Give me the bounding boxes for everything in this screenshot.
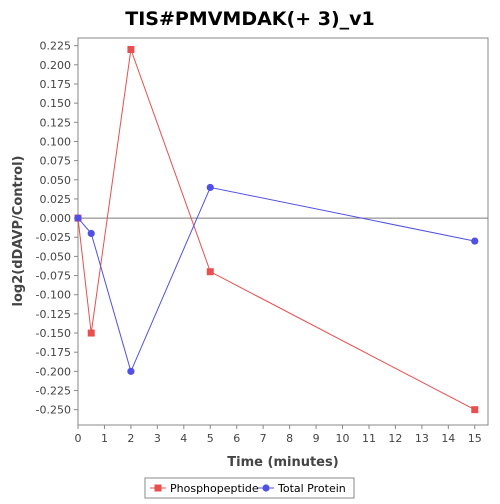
x-axis-ticks: 0 1 2 3 4 5 6 7 8 9 10 11 12 13 14 15: [75, 425, 482, 445]
x-tick-label: 4: [180, 432, 187, 445]
y-tick-label: 0.200: [40, 59, 72, 72]
x-tick-label: 13: [415, 432, 429, 445]
y-tick-label: -0.200: [36, 365, 71, 378]
y-tick-label: 0.175: [40, 78, 72, 91]
legend-label-phosphopeptide: Phosphopeptide: [170, 482, 259, 495]
legend: Phosphopeptide Total Protein: [144, 477, 355, 499]
y-axis-label: log2(dDAVP/Control): [11, 156, 26, 307]
y-tick-label: 0.125: [40, 116, 72, 129]
data-point-phosphopeptide: [206, 268, 214, 276]
x-tick-label: 7: [260, 432, 267, 445]
legend-box: [144, 477, 355, 499]
data-point-total-protein: [471, 237, 479, 245]
x-tick-label: 5: [207, 432, 214, 445]
y-tick-label: -0.125: [36, 308, 71, 321]
x-tick-label: 3: [154, 432, 161, 445]
y-axis-ticks: 0.225 0.200 0.175 0.150 0.125 0.100 0.075 0.050…: [36, 40, 78, 417]
y-tick-label: -0.100: [36, 289, 71, 302]
data-point-phosphopeptide: [87, 329, 95, 337]
y-tick-label: -0.025: [36, 231, 71, 244]
x-tick-label: 1: [101, 432, 108, 445]
y-tick-label: -0.250: [36, 404, 71, 417]
x-tick-label: 2: [127, 432, 134, 445]
legend-label-total-protein: Total Protein: [277, 482, 346, 495]
x-tick-label: 9: [313, 432, 320, 445]
x-tick-label: 11: [362, 432, 376, 445]
data-point-phosphopeptide: [471, 406, 479, 414]
x-tick-label: 6: [233, 432, 240, 445]
y-tick-label: 0.100: [40, 135, 72, 148]
x-axis-label: Time (minutes): [227, 455, 338, 470]
y-tick-label: 0.000: [40, 212, 72, 225]
y-tick-label: 0.225: [40, 40, 72, 53]
x-tick-label: 14: [441, 432, 455, 445]
y-tick-label: 0.025: [40, 193, 72, 206]
y-tick-label: 0.050: [40, 174, 72, 187]
y-tick-label: -0.075: [36, 270, 71, 283]
plot-area: [77, 37, 489, 426]
x-tick-label: 0: [75, 432, 82, 445]
x-tick-label: 15: [468, 432, 482, 445]
data-point-total-protein: [206, 183, 214, 192]
y-tick-label: -0.050: [36, 250, 71, 263]
data-point-total-protein: [127, 367, 135, 375]
data-point-phosphopeptide: [127, 45, 135, 53]
y-tick-label: 0.075: [40, 155, 72, 168]
data-point-total-protein: [87, 229, 95, 238]
y-tick-label: 0.150: [40, 97, 72, 110]
legend-marker-phosphopeptide: [154, 484, 162, 492]
x-tick-label: 8: [286, 432, 293, 445]
data-point-total-protein: [74, 214, 82, 222]
series-layer: [74, 45, 479, 414]
y-tick-label: -0.150: [36, 327, 71, 340]
y-tick-label: -0.175: [36, 346, 71, 359]
legend-marker-total-protein: [262, 484, 270, 492]
x-tick-label: 12: [388, 432, 402, 445]
x-tick-label: 10: [336, 432, 350, 445]
y-tick-label: -0.225: [36, 385, 71, 398]
chart-title: TIS#PMVMDAK(+ 3)_v1: [125, 8, 375, 30]
